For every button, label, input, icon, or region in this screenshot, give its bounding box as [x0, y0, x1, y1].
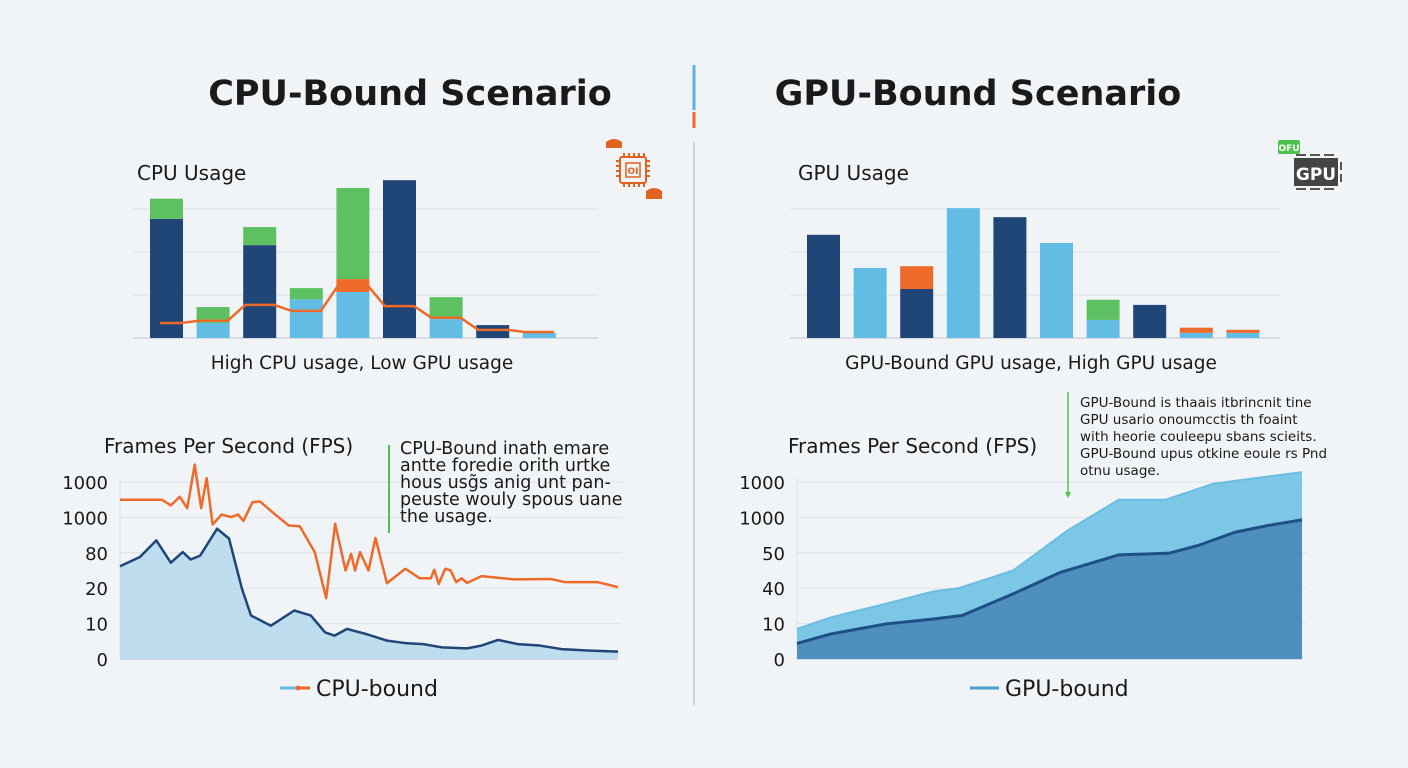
- bar-segment-orange: [1179, 327, 1213, 333]
- gpu-fps-title: Frames Per Second (FPS): [788, 434, 1037, 458]
- fps-line-gpu-dark-line: [796, 518, 1303, 645]
- cpu-scenario-title: CPU-Bound Scenario: [208, 74, 612, 114]
- bar-segment-light-blue: [1040, 242, 1073, 338]
- gpu-legend: GPU-bound: [970, 677, 1129, 702]
- annotation-line: hous usg̃s anig unt pan-: [400, 473, 611, 493]
- bar-segment-navy: [1133, 304, 1167, 338]
- cpu-legend: CPU-bound: [280, 677, 438, 702]
- svg-text:OFU: OFU: [1278, 144, 1299, 154]
- cpu-usage-chart: [133, 180, 598, 339]
- fps-line-orange: [120, 463, 619, 600]
- bar-segment-light-blue: [1226, 332, 1260, 338]
- bar-segment-navy: [243, 245, 277, 338]
- bar-segment-light-blue: [196, 322, 230, 338]
- y-tick-label: 40: [762, 579, 785, 600]
- bar-segment-orange: [1226, 329, 1260, 333]
- gpu-legend-label: GPU-bound: [1005, 677, 1129, 702]
- y-tick-label: 0: [774, 650, 785, 671]
- annotation-line: antte foredie orith urtke: [400, 456, 610, 476]
- y-tick-label: 1000: [739, 508, 785, 529]
- cpu-chip-icon: OI: [606, 139, 662, 199]
- annotation-line: GPU usario onoumcctis th foaint: [1080, 412, 1298, 428]
- bar-segment-light-blue: [289, 299, 323, 338]
- bar-segment-navy: [476, 325, 510, 338]
- y-tick-label: 50: [762, 544, 785, 565]
- annotation-line: GPU-Bound is thaais itbrincnit tine: [1080, 395, 1312, 411]
- bar-segment-green: [429, 297, 463, 320]
- bar-segment-orange: [900, 266, 934, 289]
- cpu-legend-label: CPU-bound: [316, 677, 438, 702]
- bar-segment-light-blue: [522, 332, 556, 338]
- annotation-line: GPU-Bound upus otkine eoule rs Pnd: [1080, 446, 1327, 462]
- gpu-fps-chart: 0 10 40 50 1000 1000: [739, 471, 1306, 671]
- y-tick-label: 0: [97, 650, 108, 671]
- y-tick-label: 10: [762, 615, 785, 636]
- bar-segment-green: [289, 288, 323, 300]
- bar-segment-navy: [150, 218, 183, 338]
- bar-segment-green: [196, 307, 230, 323]
- bar-segment-navy: [383, 180, 416, 338]
- fps-area-gpu-dark-fill: [797, 519, 1302, 659]
- fps-area-cpu-fill: [120, 528, 618, 659]
- bar-segment-navy: [900, 288, 934, 338]
- y-tick-label: 80: [85, 544, 108, 565]
- gpu-scenario-title: GPU-Bound Scenario: [775, 74, 1182, 114]
- bar-segment-green: [336, 187, 370, 280]
- gpu-annotation-arrowhead: [1065, 492, 1071, 498]
- svg-text:OI: OI: [628, 167, 639, 177]
- gpu-usage-title: GPU Usage: [798, 161, 909, 185]
- bar-segment-light-blue: [336, 291, 370, 338]
- fps-line-light: [796, 471, 1303, 630]
- gpu-usage-caption: GPU-Bound GPU usage, High GPU usage: [845, 353, 1217, 374]
- annotation-line: peuste wouly spous uane: [400, 490, 623, 510]
- fps-line-navy: [119, 527, 619, 653]
- bar-segment-green: [1086, 299, 1120, 320]
- annotation-line: with heorie couleepu sbans scieits.: [1080, 429, 1317, 445]
- bar-segment-light-blue: [1086, 319, 1120, 338]
- cpu-fps-chart: 0 10 20 80 1000 1000: [62, 463, 622, 671]
- annotation-line: the usage.: [400, 507, 493, 527]
- bar-segment-navy: [807, 234, 840, 338]
- y-tick-label: 1000: [62, 508, 108, 529]
- cpu-fps-title: Frames Per Second (FPS): [104, 434, 353, 458]
- bar-segment-navy: [993, 217, 1027, 338]
- svg-text:GPU: GPU: [1296, 165, 1336, 185]
- bar-segment-light-blue: [853, 267, 887, 338]
- gpu-card-icon: OFU GPU: [1278, 140, 1342, 190]
- bar-segment-light-blue: [429, 319, 463, 338]
- bar-segment-green: [150, 198, 183, 219]
- annotation-line: CPU-Bound inath emare: [400, 439, 609, 459]
- usage-trend-line: [160, 283, 554, 334]
- y-tick-label: 10: [85, 615, 108, 636]
- bar-segment-light-blue: [946, 208, 980, 338]
- y-tick-label: 1000: [739, 473, 785, 494]
- gpu-usage-chart: [790, 208, 1280, 339]
- cpu-usage-title: CPU Usage: [137, 161, 246, 185]
- bar-segment-green: [243, 227, 277, 246]
- bar-segment-light-blue: [1179, 332, 1213, 338]
- annotation-line: otnu usage.: [1080, 463, 1160, 479]
- y-tick-label: 1000: [62, 473, 108, 494]
- cpu-usage-caption: High CPU usage, Low GPU usage: [211, 353, 514, 374]
- y-tick-label: 20: [85, 579, 108, 600]
